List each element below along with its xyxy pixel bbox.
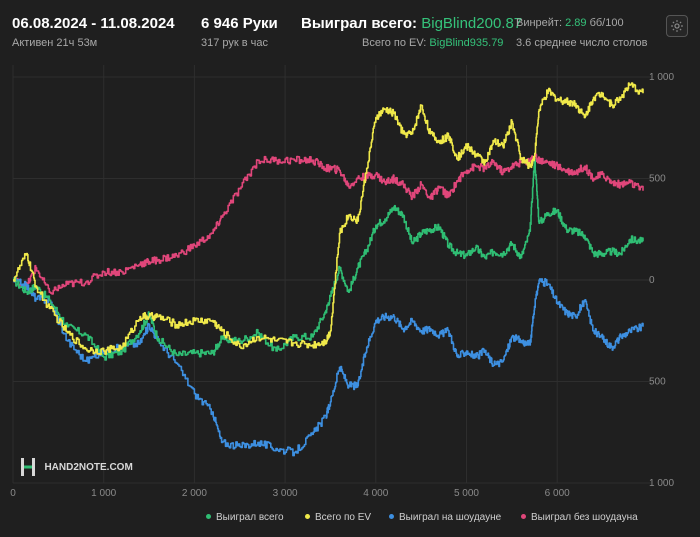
x-tick-label: 1 000 xyxy=(91,488,116,499)
ev-total: Всего по EV: BigBlind935.79 xyxy=(362,37,503,49)
winrate-label: Винрейт: xyxy=(516,17,563,29)
hands-per-hour: 317 рук в час xyxy=(201,37,269,49)
y-tick-label: 500 xyxy=(649,377,666,388)
x-axis-ticks: 0 1 000 2 000 3 000 4 000 5 000 6 000 xyxy=(10,488,570,499)
legend-item-won-total[interactable]: Выиграл всего xyxy=(206,512,284,526)
winrate-unit: бб/100 xyxy=(589,17,624,29)
legend-item-showdown[interactable]: Выиграл на шоудауне xyxy=(389,512,501,526)
ev-total-value: BigBlind935.79 xyxy=(429,37,504,49)
hand2note-logo-text: HAND2NOTE.COM xyxy=(44,461,133,473)
profit-chart: 1 000 500 0 500 1 000 0 1 000 2 000 3 000 4 000 5… xyxy=(10,65,674,499)
settings-button[interactable] xyxy=(666,15,688,37)
y-tick-label: 500 xyxy=(649,174,666,185)
legend-label-won-total: Выиграл всего xyxy=(216,512,284,523)
y-tick-label: 1 000 xyxy=(649,72,674,83)
x-tick-label: 2 000 xyxy=(182,488,207,499)
series-line-won-total xyxy=(13,157,644,361)
avg-tables: 3.6 среднее число столов xyxy=(516,37,648,49)
date-range: 06.08.2024 - 11.08.2024 xyxy=(12,15,175,32)
won-total-label: Выиграл всего: xyxy=(301,15,418,32)
y-tick-label: 0 xyxy=(649,275,655,286)
x-tick-label: 3 000 xyxy=(273,488,298,499)
winrate: Винрейт: 2.89 бб/100 xyxy=(516,17,624,29)
legend-label-showdown: Выиграл на шоудауне xyxy=(399,512,502,523)
legend-label-ev-total: Всего по EV xyxy=(315,512,372,523)
x-tick-label: 5 000 xyxy=(454,488,479,499)
x-tick-label: 4 000 xyxy=(363,488,388,499)
series-line-ev-total xyxy=(13,82,644,356)
active-time: Активен 21ч 53м xyxy=(12,37,98,49)
winrate-value: 2.89 xyxy=(565,17,587,29)
won-total: Выиграл всего: BigBlind200.87 xyxy=(301,15,522,32)
stats-header: 06.08.2024 - 11.08.2024 Активен 21ч 53м … xyxy=(0,0,700,56)
series-line-showdown xyxy=(13,276,644,457)
legend-dot-ev-total xyxy=(305,513,310,519)
chart-grid xyxy=(12,65,651,484)
legend-dot-showdown xyxy=(389,513,394,519)
y-axis-ticks: 1 000 500 0 500 1 000 xyxy=(649,72,674,489)
legend-dot-won-total xyxy=(206,513,211,519)
hand2note-logo: HAND2NOTE.COM xyxy=(20,457,133,479)
gear-icon xyxy=(671,20,683,32)
chart-series xyxy=(13,82,644,457)
x-tick-label: 6 000 xyxy=(545,488,570,499)
hand2note-logo-icon xyxy=(21,458,35,476)
ev-total-label: Всего по EV: xyxy=(362,37,427,49)
legend-dot-non-showdown xyxy=(521,513,526,519)
hands-count: 6 946 Руки xyxy=(201,15,278,32)
series-line-non-showdown xyxy=(13,152,644,295)
legend-item-ev-total[interactable]: Всего по EV xyxy=(305,512,371,526)
legend-item-non-showdown[interactable]: Выиграл без шоудауна xyxy=(521,512,638,526)
y-tick-label: 1 000 xyxy=(649,478,674,489)
legend-label-non-showdown: Выиграл без шоудауна xyxy=(531,512,638,523)
won-total-value: BigBlind200.87 xyxy=(421,15,523,32)
x-tick-label: 0 xyxy=(10,488,16,499)
